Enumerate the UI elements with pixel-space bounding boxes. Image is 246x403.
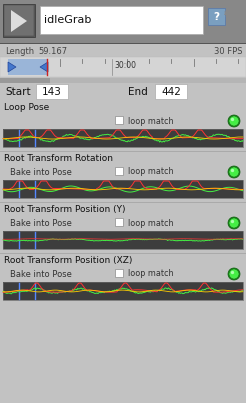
Bar xyxy=(115,167,123,175)
Text: 442: 442 xyxy=(161,87,181,97)
Text: 30 FPS: 30 FPS xyxy=(214,46,242,56)
Text: Start: Start xyxy=(5,87,31,97)
Circle shape xyxy=(230,117,238,125)
Bar xyxy=(155,84,187,99)
Bar xyxy=(3,129,243,147)
Text: End: End xyxy=(128,87,148,97)
Text: loop match: loop match xyxy=(128,270,173,278)
Circle shape xyxy=(231,118,234,121)
Bar xyxy=(0,202,246,203)
Text: Length: Length xyxy=(5,46,34,56)
Circle shape xyxy=(230,270,238,278)
Bar xyxy=(3,231,243,249)
Bar xyxy=(0,78,246,83)
Text: 59.167: 59.167 xyxy=(38,46,67,56)
Bar xyxy=(3,4,35,37)
Bar xyxy=(0,57,246,77)
Text: loop match: loop match xyxy=(128,168,173,177)
Text: ⚙: ⚙ xyxy=(222,8,234,21)
Text: idleGrab: idleGrab xyxy=(44,15,91,25)
Bar xyxy=(0,43,246,44)
Bar xyxy=(8,59,48,75)
Text: Root Transform Position (Y): Root Transform Position (Y) xyxy=(4,205,125,214)
Bar xyxy=(0,151,246,152)
Circle shape xyxy=(231,271,234,274)
Polygon shape xyxy=(11,10,27,32)
Polygon shape xyxy=(40,62,48,72)
Circle shape xyxy=(230,219,238,227)
Bar xyxy=(3,231,243,249)
Text: Bake into Pose: Bake into Pose xyxy=(10,219,72,228)
Bar xyxy=(3,180,243,198)
Circle shape xyxy=(231,169,234,172)
Circle shape xyxy=(228,115,240,127)
Bar xyxy=(3,282,243,300)
Circle shape xyxy=(228,268,240,280)
Text: Bake into Pose: Bake into Pose xyxy=(10,270,72,279)
Text: 30:00: 30:00 xyxy=(114,61,136,70)
Circle shape xyxy=(228,166,240,178)
Text: Root Transform Rotation: Root Transform Rotation xyxy=(4,154,113,163)
Text: 143: 143 xyxy=(42,87,62,97)
Text: Loop Pose: Loop Pose xyxy=(4,103,49,112)
Bar xyxy=(3,180,243,198)
Bar xyxy=(208,8,225,25)
Text: ?: ? xyxy=(214,12,219,21)
Bar xyxy=(36,84,68,99)
Text: Bake into Pose: Bake into Pose xyxy=(10,168,72,177)
Text: Root Transform Position (XZ): Root Transform Position (XZ) xyxy=(4,256,132,265)
Bar xyxy=(40,6,203,34)
Bar xyxy=(4,5,34,36)
Bar xyxy=(3,282,243,300)
Bar xyxy=(0,44,246,58)
Bar xyxy=(0,78,50,83)
Bar xyxy=(3,129,243,147)
Polygon shape xyxy=(8,62,16,72)
Bar xyxy=(0,253,246,254)
Bar xyxy=(0,83,246,101)
Text: loop match: loop match xyxy=(128,218,173,228)
Circle shape xyxy=(228,217,240,229)
Text: loop match: loop match xyxy=(128,116,173,125)
Bar xyxy=(0,0,246,44)
Bar xyxy=(115,218,123,226)
Bar xyxy=(115,269,123,277)
Circle shape xyxy=(231,220,234,223)
Bar xyxy=(115,116,123,124)
Circle shape xyxy=(230,168,238,176)
